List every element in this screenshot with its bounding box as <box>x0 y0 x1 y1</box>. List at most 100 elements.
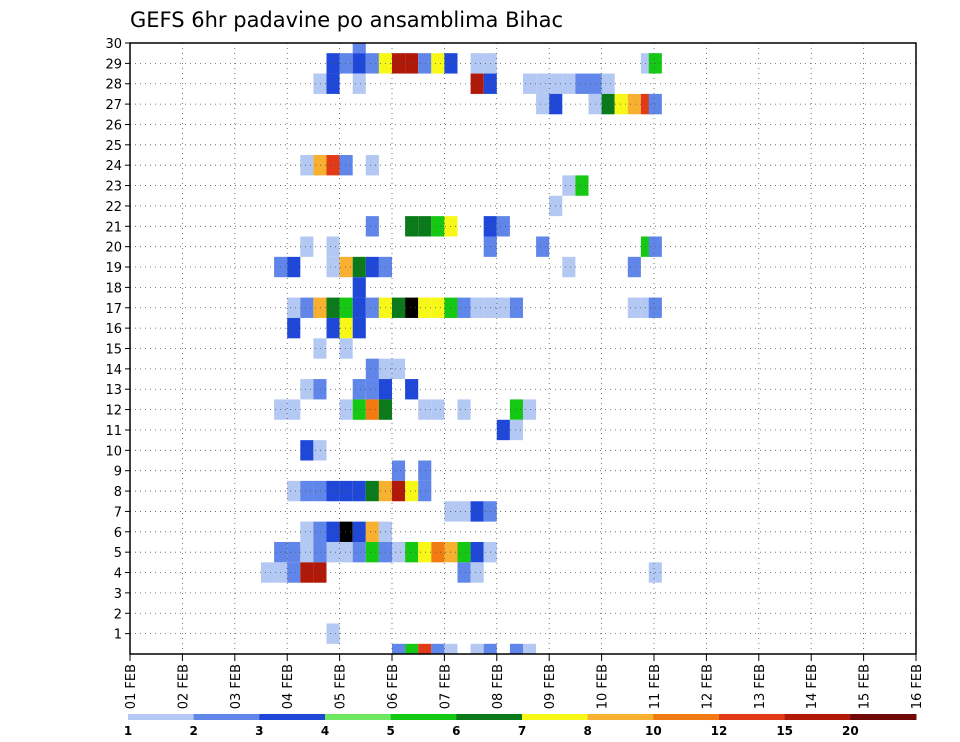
heatmap-cell <box>339 521 353 542</box>
heatmap-cell <box>313 562 327 583</box>
heatmap-cell <box>300 440 314 461</box>
heatmap-cell <box>431 541 445 563</box>
heatmap-cell <box>365 216 379 237</box>
heatmap-cell <box>509 297 523 318</box>
heatmap-cell <box>418 216 432 237</box>
heatmap-cell <box>261 562 275 583</box>
y-tick-label: 8 <box>114 485 122 500</box>
heatmap-cell <box>365 155 379 176</box>
heatmap-cell <box>418 480 432 502</box>
heatmap-cell <box>405 379 419 400</box>
y-tick-label: 11 <box>105 424 122 439</box>
heatmap-cell <box>601 73 615 94</box>
heatmap-cell <box>365 480 379 502</box>
y-tick-label: 10 <box>105 444 122 459</box>
heatmap-cell <box>326 53 340 74</box>
heatmap-cell <box>352 297 366 318</box>
y-tick-label: 4 <box>114 567 122 582</box>
heatmap-cell <box>575 73 589 94</box>
colorbar-segment <box>850 714 917 720</box>
x-tick-label: 13 FEB <box>753 664 768 709</box>
heatmap-cell <box>627 93 641 115</box>
heatmap-cell <box>470 562 484 583</box>
heatmap-cell <box>287 541 301 563</box>
heatmap-cell <box>313 155 327 176</box>
heatmap-cell <box>313 338 327 359</box>
heatmap-cell <box>313 521 327 542</box>
heatmap-cell <box>418 643 432 654</box>
heatmap-cell <box>509 643 523 654</box>
heatmap-cell <box>470 541 484 563</box>
colorbar-segment <box>390 714 457 720</box>
x-tick-label: 04 FEB <box>281 664 296 709</box>
heatmap-cell <box>339 399 353 420</box>
y-tick-label: 15 <box>105 343 122 358</box>
heatmap-cell <box>365 379 379 400</box>
y-tick-label: 29 <box>105 57 122 72</box>
colorbar: 1 2 3 4 5 6 7 8 10 12 15 20 <box>124 714 917 738</box>
heatmap-cell <box>365 521 379 542</box>
heatmap-cell <box>601 93 615 115</box>
y-tick-label: 21 <box>105 220 122 235</box>
heatmap-cell <box>405 541 419 563</box>
heatmap-cell <box>562 175 576 196</box>
x-tick-label: 15 FEB <box>858 664 873 709</box>
y-tick-label: 23 <box>105 180 122 195</box>
y-tick-label: 6 <box>114 526 122 541</box>
heatmap-cell <box>496 297 510 318</box>
x-tick-label: 03 FEB <box>229 664 244 709</box>
heatmap-cell <box>392 358 406 380</box>
heatmap-cell <box>470 501 484 522</box>
heatmap-cell <box>523 73 537 94</box>
heatmap-cell <box>405 480 419 502</box>
heatmap-cell <box>352 317 366 339</box>
heatmap-cell <box>326 155 340 176</box>
colorbar-tick-label: 2 <box>189 724 197 738</box>
y-tick-label: 22 <box>105 200 122 215</box>
heatmap-cell <box>627 256 641 278</box>
heatmap-cell <box>339 338 353 359</box>
heatmap-cell <box>287 297 301 318</box>
heatmap-cell <box>470 73 484 94</box>
y-tick-label: 9 <box>114 465 122 480</box>
heatmap-cell <box>405 216 419 237</box>
heatmap-cell <box>300 480 314 502</box>
heatmap-cell <box>352 480 366 502</box>
heatmap-cell <box>392 643 406 654</box>
heatmap-cell <box>300 155 314 176</box>
grid-lines <box>130 42 916 654</box>
heatmap-cell <box>313 297 327 318</box>
heatmap-cell <box>470 643 484 654</box>
heatmap-cell <box>326 541 340 563</box>
heatmap-cell <box>339 256 353 278</box>
heatmap-cell <box>300 236 314 257</box>
heatmap-cell <box>509 399 523 420</box>
y-tick-label: 19 <box>105 261 122 276</box>
heatmap-cell <box>392 480 406 502</box>
heatmap-cell <box>392 541 406 563</box>
heatmap-cells <box>261 43 662 654</box>
heatmap-cell <box>352 399 366 420</box>
heatmap-cell <box>339 317 353 339</box>
colorbar-segment <box>719 714 786 720</box>
y-tick-label: 26 <box>105 118 122 133</box>
y-tick-label: 7 <box>114 505 122 520</box>
y-tick-label: 28 <box>105 78 122 93</box>
colorbar-tick-label: 10 <box>645 724 662 738</box>
heatmap-cell <box>418 53 432 74</box>
heatmap-cell <box>287 562 301 583</box>
heatmap-cell <box>431 216 445 237</box>
heatmap-cell <box>287 399 301 420</box>
heatmap-cell <box>287 256 301 278</box>
heatmap-cell <box>352 277 366 298</box>
y-tick-label: 16 <box>105 322 122 337</box>
colorbar-segment <box>653 714 720 720</box>
heatmap-cell <box>352 43 366 54</box>
y-tick-label: 18 <box>105 281 122 296</box>
y-tick-label: 5 <box>114 546 122 561</box>
x-tick-label: 01 FEB <box>124 664 139 709</box>
heatmap-cell <box>431 399 445 420</box>
x-tick-label: 11 FEB <box>648 664 663 709</box>
heatmap-cell <box>326 297 340 318</box>
